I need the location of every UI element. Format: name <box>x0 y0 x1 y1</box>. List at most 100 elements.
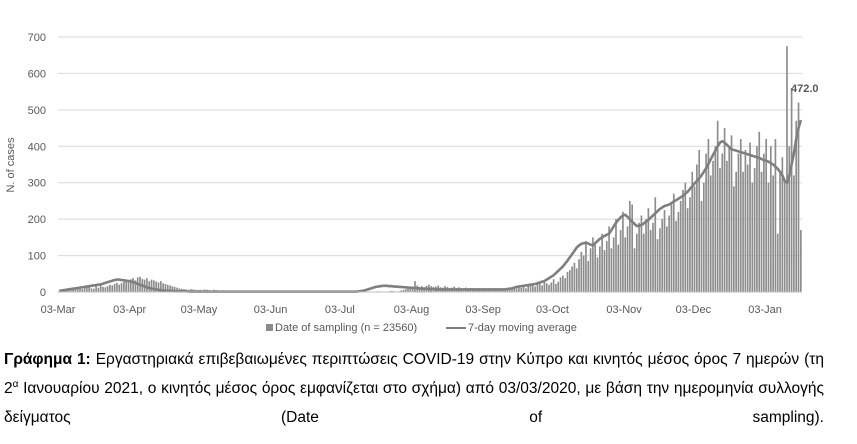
bar <box>684 182 687 292</box>
moving-average-line <box>58 119 803 293</box>
bar <box>150 279 153 292</box>
bar <box>83 287 86 292</box>
bar <box>763 153 765 292</box>
bar <box>795 120 798 292</box>
bar <box>109 284 111 292</box>
y-tick-label: 100 <box>28 251 46 263</box>
x-tick-label: 03-Apr <box>113 304 146 316</box>
axes: 0 100 200 300 400 500 600 700 03-Mar 03-Apr 03-May… <box>28 32 802 316</box>
bar <box>783 180 786 292</box>
bar <box>176 287 178 292</box>
bar <box>116 282 118 292</box>
bar <box>629 200 631 292</box>
bar <box>696 164 698 292</box>
x-tick-label: 03-Oct <box>536 304 569 316</box>
bar <box>617 244 620 292</box>
bar <box>571 266 573 292</box>
x-tick-label: 03-Jul <box>325 304 355 316</box>
x-tick-label: 03-May <box>181 304 218 316</box>
bar <box>686 208 689 292</box>
bar <box>663 210 666 292</box>
bar <box>767 182 770 292</box>
bar <box>391 290 393 292</box>
bar <box>79 287 81 292</box>
bar <box>132 278 134 292</box>
bar <box>765 139 768 292</box>
bar <box>682 190 684 292</box>
bar <box>134 280 137 292</box>
bar <box>86 286 88 292</box>
bar <box>90 288 93 292</box>
y-axis-label: N. of cases <box>5 137 17 193</box>
x-tick-label: 03-Aug <box>394 304 429 316</box>
y-tick-label: 200 <box>28 214 46 226</box>
bar <box>638 222 640 292</box>
bar <box>513 288 516 292</box>
bar <box>774 139 777 292</box>
bar <box>522 286 525 292</box>
bar <box>72 288 74 292</box>
x-tick-label: 03-Jan <box>748 304 782 316</box>
bar <box>677 211 680 292</box>
bar <box>568 270 571 292</box>
bar <box>647 208 650 292</box>
bar <box>159 281 162 292</box>
bar <box>679 200 682 292</box>
bar <box>488 290 490 292</box>
bar <box>531 284 534 292</box>
y-tick-label: 500 <box>28 105 46 117</box>
bar <box>518 287 520 292</box>
bar <box>640 215 643 292</box>
bar <box>645 219 647 292</box>
bar <box>714 146 717 292</box>
bar <box>153 280 155 292</box>
bar <box>81 289 84 292</box>
bar <box>550 282 553 292</box>
bar <box>95 286 97 292</box>
bar <box>612 237 615 292</box>
bar <box>148 281 151 292</box>
bar <box>562 275 564 292</box>
bar <box>104 287 107 292</box>
bar <box>566 271 569 292</box>
bar <box>501 290 504 292</box>
bar <box>106 286 109 292</box>
gridlines <box>58 36 802 257</box>
bar <box>164 283 167 292</box>
bar <box>705 153 707 292</box>
caption-text-part1: Εργαστηριακά επιβεβαιωμένες περιπτώσεις … <box>4 351 825 397</box>
bar <box>689 197 691 292</box>
covid-cases-chart: 0 100 200 300 400 500 600 700 03-Mar 03-Apr 03-May… <box>5 32 819 334</box>
bar <box>702 182 705 292</box>
bar <box>779 171 781 292</box>
bar <box>793 175 795 292</box>
bar <box>661 219 664 292</box>
bar <box>543 281 546 292</box>
bar <box>800 230 802 292</box>
bar <box>652 222 654 292</box>
legend: Date of sampling (n = 23560) 7-day movin… <box>266 322 577 334</box>
bar <box>737 153 740 292</box>
bar <box>580 251 583 292</box>
x-tick-label: 03-Mar <box>41 304 76 316</box>
bar <box>781 157 784 292</box>
bar <box>691 171 694 292</box>
bar <box>666 226 668 292</box>
bar <box>125 281 127 292</box>
bar <box>162 283 164 292</box>
bar <box>573 262 576 292</box>
bar <box>589 248 592 292</box>
bar <box>171 286 174 292</box>
bar <box>700 200 703 292</box>
bar <box>113 283 116 292</box>
bar <box>751 182 754 292</box>
legend-swatch-bars <box>266 324 273 331</box>
bar <box>157 282 160 292</box>
bar <box>719 168 721 292</box>
bar <box>492 289 495 292</box>
bar <box>716 120 719 292</box>
bar <box>555 283 557 292</box>
bar <box>409 287 412 292</box>
bar <box>520 287 523 292</box>
bar <box>744 149 747 292</box>
